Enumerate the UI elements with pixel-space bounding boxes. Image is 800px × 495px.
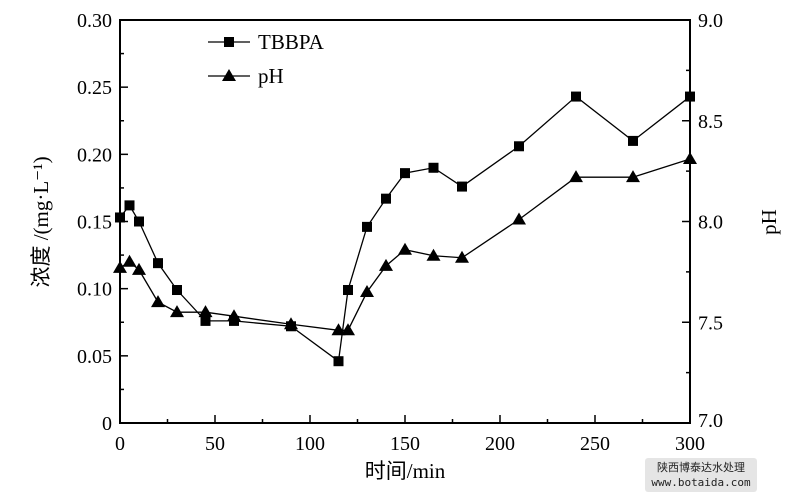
data-point-tbbpa — [115, 212, 125, 223]
data-point-tbbpa — [343, 285, 353, 296]
x-tick-label: 200 — [485, 433, 515, 455]
y2-tick-label: 7.0 — [698, 410, 723, 432]
data-point-ph — [132, 262, 146, 275]
watermark: 陕西博泰达水处理 www.botaida.com — [645, 458, 757, 492]
data-point-tbbpa — [362, 221, 372, 232]
data-point-tbbpa — [428, 162, 439, 173]
x-tick-label: 50 — [205, 433, 225, 455]
data-point-ph — [227, 309, 241, 322]
data-point-tbbpa — [200, 315, 211, 326]
data-point-ph — [379, 258, 393, 271]
data-point-ph — [198, 305, 213, 318]
data-point-tbbpa — [153, 258, 163, 269]
y-tick-label: 0.25 — [77, 77, 112, 99]
data-point-ph — [455, 250, 469, 263]
data-point-ph — [341, 323, 355, 336]
data-point-ph — [122, 254, 137, 267]
data-point-ph — [683, 152, 697, 165]
data-point-ph — [170, 305, 184, 318]
data-point-tbbpa — [571, 91, 581, 102]
data-point-ph — [398, 242, 412, 255]
y-tick-label: 0 — [102, 413, 112, 435]
legend: TBBPA pH — [208, 30, 325, 88]
data-point-ph — [360, 285, 374, 298]
y2-axis-label: pH — [757, 209, 781, 235]
data-point-tbbpa — [628, 135, 638, 146]
data-point-tbbpa — [400, 168, 410, 179]
y-tick-label: 0.30 — [77, 10, 112, 32]
y2-tick-label: 7.5 — [698, 312, 723, 334]
watermark-line2: www.botaida.com — [651, 476, 751, 489]
y-tick-label: 0.20 — [77, 144, 112, 166]
data-point-ph — [426, 248, 441, 261]
data-point-ph — [626, 170, 640, 183]
data-point-tbbpa — [333, 356, 344, 367]
watermark-line1: 陕西博泰达水处理 — [657, 461, 745, 474]
data-point-tbbpa — [685, 91, 695, 102]
data-point-ph — [113, 260, 127, 273]
legend-label: TBBPA — [258, 30, 325, 54]
x-tick-label: 100 — [295, 433, 325, 455]
data-point-tbbpa — [514, 141, 524, 152]
data-point-tbbpa — [172, 285, 182, 296]
data-point-ph — [151, 295, 165, 308]
y-axis-label: 浓度 /(mg·L⁻¹) — [29, 156, 53, 287]
data-point-ph — [284, 317, 298, 330]
x-tick-label: 250 — [580, 433, 610, 455]
legend-marker — [224, 37, 234, 47]
data-point-ph — [569, 170, 583, 183]
data-point-tbbpa — [457, 181, 467, 192]
x-axis-label: 时间/min — [365, 459, 446, 483]
data-point-tbbpa — [124, 200, 135, 211]
series — [113, 91, 697, 367]
y-tick-label: 0.15 — [77, 212, 112, 234]
data-point-ph — [512, 212, 526, 225]
data-point-ph — [331, 323, 346, 336]
legend-marker — [222, 69, 236, 81]
y-tick-label: 0.05 — [77, 346, 112, 368]
y-tick-label: 0.10 — [77, 279, 112, 301]
x-tick-label: 300 — [675, 433, 705, 455]
plot-frame — [119, 19, 691, 424]
legend-label: pH — [258, 64, 284, 88]
x-tick-label: 0 — [115, 433, 125, 455]
data-point-tbbpa — [134, 216, 144, 227]
data-point-tbbpa — [381, 193, 391, 204]
axes: 0 50 100 150 200 250 300 0 0.05 0.10 0.15 0.20 0.25 0… — [77, 10, 723, 455]
y2-tick-label: 8.5 — [698, 111, 723, 133]
x-tick-label: 150 — [390, 433, 420, 455]
y2-tick-label: 9.0 — [698, 10, 723, 32]
y2-tick-label: 8.0 — [698, 212, 723, 234]
